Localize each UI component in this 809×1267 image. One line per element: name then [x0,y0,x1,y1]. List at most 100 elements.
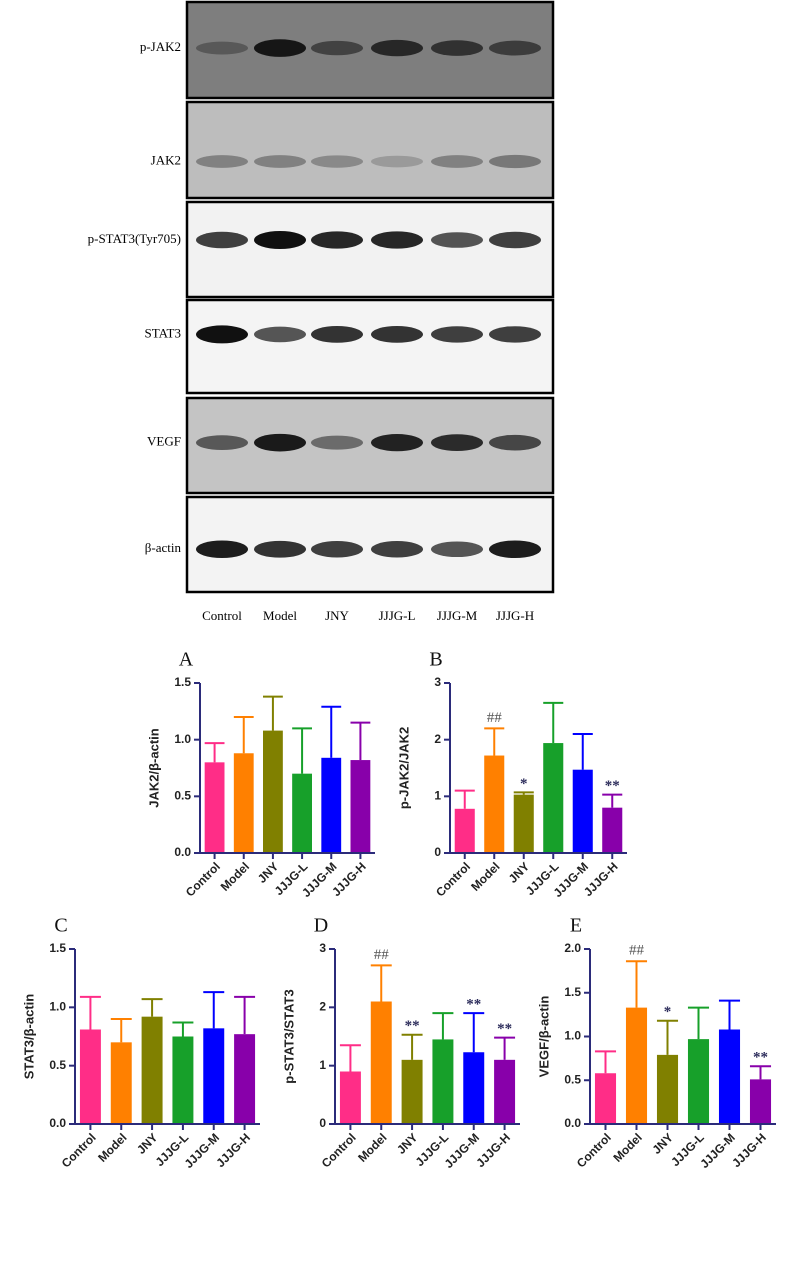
error-bar [543,701,564,744]
error-bar [339,1044,361,1072]
error-bar [263,695,283,731]
error-bar [204,742,225,763]
blot-band [311,40,363,56]
bar [687,1039,710,1124]
y-tick-label: 1.5 [174,675,191,689]
bar [370,1001,392,1124]
error-bar [292,727,312,774]
x-tick-label: JNY [394,1130,420,1156]
blot-band [431,40,483,56]
error-bar [494,1036,516,1060]
error-bar [233,716,254,754]
panel-label: B [429,649,442,671]
error-bar [484,727,505,756]
blot-band [311,541,363,558]
blot-lane-label: Model [263,608,297,623]
x-tick-label: Model [355,1130,389,1164]
blot-row-label: p-STAT3(Tyr705) [88,231,181,246]
panel-label: D [314,915,328,937]
blot-band [371,155,423,168]
x-tick-label: Model [95,1130,129,1164]
blot-band [371,326,423,343]
bar [432,1039,454,1124]
blot-band [431,326,483,343]
bar [718,1029,741,1124]
blot-band [311,326,363,343]
x-tick-label: JJJG-M [182,1130,223,1171]
x-tick-label: JNY [134,1130,160,1156]
y-tick-label: 1.0 [564,1029,581,1043]
significance-mark: * [520,776,528,792]
blot-band [371,39,423,57]
significance-mark: ## [374,947,390,963]
blot-row-label: β-actin [145,540,182,555]
y-tick-label: 1.5 [49,941,66,955]
bar [79,1029,101,1124]
blot-band [431,434,483,452]
blot-band [254,540,306,558]
y-axis-label: p-STAT3/STAT3 [281,989,296,1083]
significance-mark: ** [605,778,620,794]
blot-band [431,541,483,558]
blot-band [196,435,248,451]
error-bar [454,789,475,809]
y-tick-label: 1.0 [174,732,191,746]
error-bar [463,1012,485,1053]
blot-band [311,155,363,168]
x-tick-label: Control [433,859,473,899]
blot-band [489,40,541,56]
bar [401,1059,423,1124]
y-tick-label: 1.0 [49,1000,66,1014]
blot-panel [185,100,555,200]
error-bar [687,1006,710,1040]
bar [454,808,475,853]
error-bar [718,999,741,1030]
blot-band [254,433,306,452]
bar [263,730,283,853]
y-tick-label: 2.0 [564,941,581,955]
blot-band [489,326,541,343]
y-tick-label: 1 [319,1058,326,1072]
blot-panel [185,200,555,299]
blot-band [196,41,248,55]
x-tick-label: JJJG-M [442,1130,483,1171]
blot-band [254,231,306,249]
blot-band [196,155,248,168]
significance-mark: ## [487,710,503,726]
blot-band [371,231,423,249]
bar [233,753,254,853]
blot-band [489,434,541,451]
error-bar [370,964,392,1002]
blot-band [254,155,306,168]
blot-lane-label: Control [202,608,242,623]
y-tick-label: 0.5 [49,1058,66,1072]
significance-mark: ## [629,943,645,959]
bar [203,1028,225,1124]
x-tick-label: Model [610,1130,644,1164]
blot-band [196,231,248,249]
bar [141,1016,163,1124]
error-bar [625,960,648,1008]
y-tick-label: 0.5 [564,1072,581,1086]
error-bar [203,991,225,1029]
blot-lane-label: JNY [325,608,349,623]
y-tick-label: 1.5 [564,985,581,999]
x-tick-label: JJJG-H [213,1130,253,1170]
blot-band [311,231,363,249]
bar [543,743,564,853]
blot-row-label: STAT3 [144,325,181,340]
blot-panel [185,495,555,594]
y-tick-label: 3 [319,941,326,955]
blot-lane-label: JJJG-L [379,608,416,623]
bar [350,760,371,853]
x-tick-label: Model [468,859,502,893]
blot-band [196,540,248,559]
bar [513,794,534,853]
y-tick-label: 0 [319,1116,326,1130]
bar [234,1034,256,1124]
error-bar [79,995,101,1030]
blot-lane-label: JJJG-H [496,608,534,623]
y-axis-label: STAT3/β-actin [21,994,36,1080]
significance-mark: * [664,1004,672,1020]
blot-band [254,39,306,57]
